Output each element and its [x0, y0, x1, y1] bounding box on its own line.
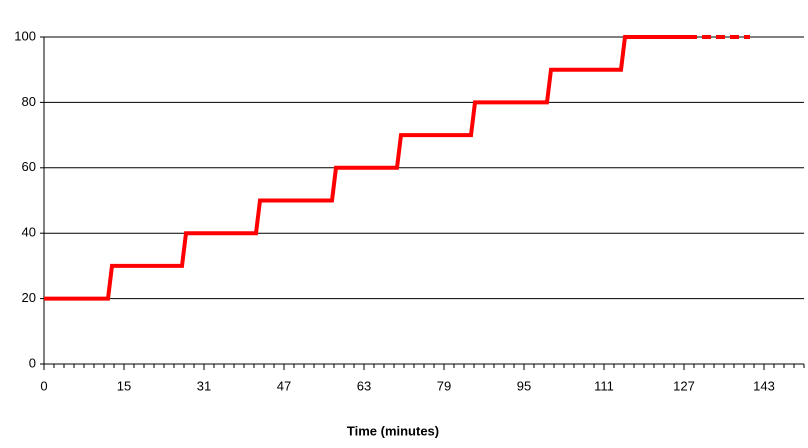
x-tick-label: 111: [594, 378, 614, 393]
x-tick-label: 15: [117, 378, 131, 393]
x-tick-label: 79: [437, 378, 451, 393]
y-tick-label: 60: [22, 159, 36, 174]
y-tick-label: 80: [22, 94, 36, 109]
y-tick-label: 40: [22, 225, 36, 240]
x-tick-label: 95: [517, 378, 531, 393]
y-tick-label: 20: [22, 290, 36, 305]
x-tick-label: 63: [357, 378, 371, 393]
x-axis-label: Time (minutes): [347, 423, 439, 438]
x-tick-label: 31: [197, 378, 211, 393]
x-tick-label: 127: [673, 378, 695, 393]
x-tick-label: 47: [277, 378, 291, 393]
y-tick-label: 100: [14, 28, 36, 43]
data-line: [44, 35, 688, 301]
x-tick-label: 143: [753, 378, 775, 393]
y-tick-label: 0: [29, 355, 36, 370]
x-tick-label: 0: [40, 378, 47, 393]
